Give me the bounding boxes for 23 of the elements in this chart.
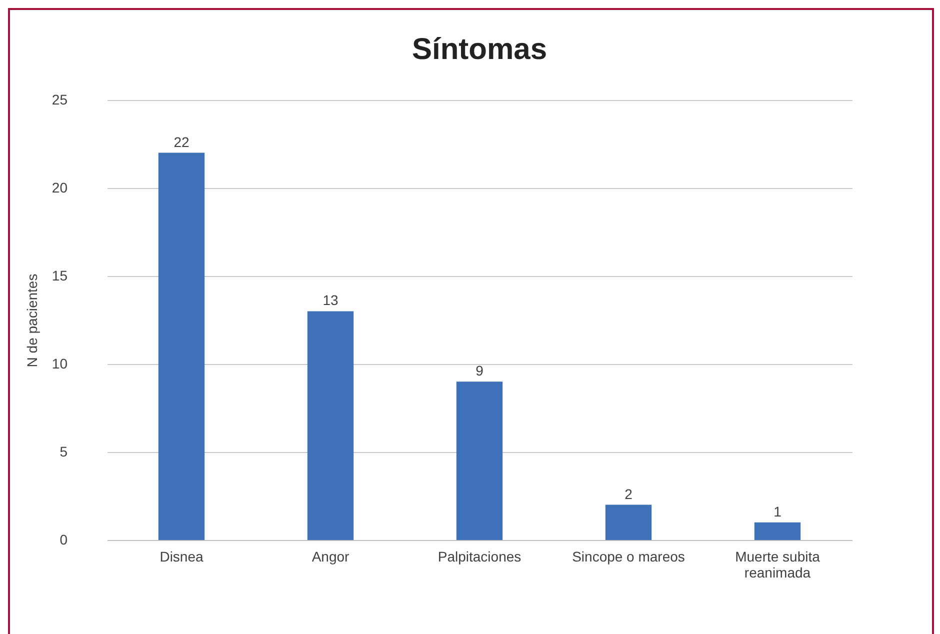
- x-tick-label: Sincope o mareos: [572, 548, 685, 564]
- bar: [456, 382, 503, 540]
- x-tick-label: Angor: [312, 548, 350, 564]
- x-tick-label: Muerte subita reanimada: [735, 548, 820, 580]
- data-label: 13: [322, 292, 338, 308]
- y-tick-label: 25: [52, 92, 68, 108]
- y-tick-label: 20: [52, 180, 68, 196]
- x-tick-label: Palpitaciones: [438, 548, 522, 564]
- y-tick-label: 10: [52, 356, 68, 372]
- y-tick-label: 15: [52, 268, 68, 284]
- bar: [307, 311, 354, 540]
- x-tick-label: Disnea: [160, 548, 204, 564]
- chart-title: Síntomas: [412, 33, 548, 66]
- bar: [158, 152, 205, 540]
- data-label: 9: [476, 362, 484, 379]
- y-axis-title: N de pacientes: [24, 274, 40, 368]
- bar: [605, 504, 652, 540]
- y-tick-label: 5: [60, 444, 68, 460]
- y-tick-label: 0: [60, 532, 68, 548]
- data-label: 2: [624, 486, 633, 502]
- data-label: 22: [174, 134, 190, 150]
- bar: [754, 522, 801, 540]
- data-label: 1: [774, 503, 782, 520]
